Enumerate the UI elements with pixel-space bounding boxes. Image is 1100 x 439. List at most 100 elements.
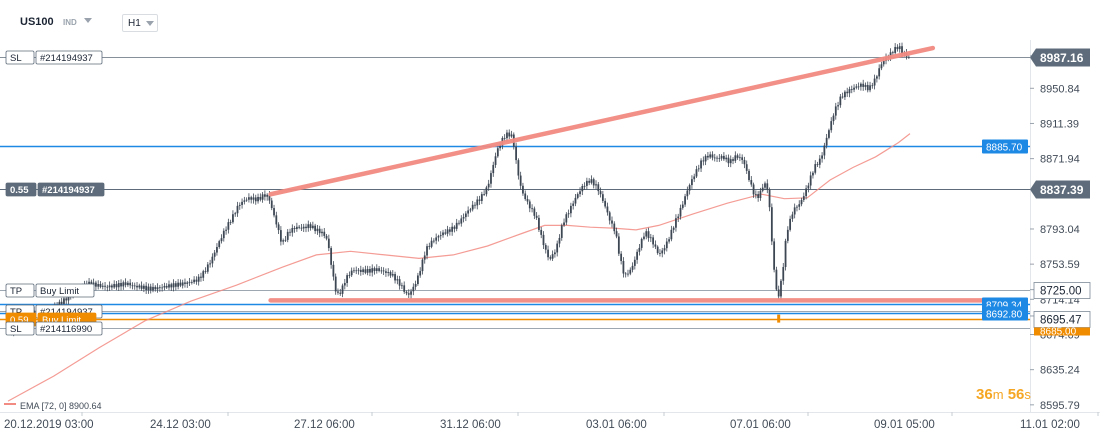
- candle-body: [544, 245, 547, 250]
- candle-body: [138, 285, 141, 288]
- candle-body: [574, 197, 577, 204]
- candle-body: [526, 199, 529, 202]
- candle-body: [569, 205, 572, 214]
- candle-body: [58, 301, 61, 307]
- candle-body: [816, 164, 819, 165]
- tp-buy-limit-price-tag[interactable]: [1033, 282, 1091, 299]
- candle-body: [894, 46, 897, 53]
- candle-body: [898, 46, 901, 50]
- candle-body: [542, 234, 545, 246]
- sl-upper-price-tag[interactable]: [1030, 48, 1090, 67]
- sl-lower-tag-box[interactable]: [5, 321, 35, 336]
- candle-body: [67, 295, 70, 301]
- candle-body: [853, 87, 855, 90]
- candle-body: [446, 229, 449, 234]
- candle-body: [624, 273, 627, 275]
- candle-body: [882, 60, 885, 65]
- candle-body: [798, 204, 801, 207]
- candle-body: [275, 215, 278, 225]
- candle-body: [864, 84, 867, 87]
- candle-body: [672, 227, 675, 230]
- candle-body: [161, 287, 164, 289]
- candle-body: [286, 231, 289, 240]
- candle-body: [720, 155, 723, 159]
- candle-body: [334, 276, 337, 292]
- candle-body: [403, 285, 406, 292]
- blue-upper-price-tag[interactable]: [982, 139, 1028, 154]
- candle-body: [823, 145, 826, 156]
- candle-body: [117, 282, 120, 288]
- candle-body: [592, 179, 595, 186]
- candle-body: [126, 282, 129, 286]
- candle-body: [172, 283, 175, 288]
- current-tag-box[interactable]: [5, 182, 37, 197]
- candle-body: [585, 180, 588, 186]
- symbol-name[interactable]: US100: [20, 16, 54, 28]
- timeframe-dropdown-icon[interactable]: [146, 21, 154, 26]
- candle-body: [238, 204, 241, 206]
- x-tick-label: 24.12 03:00: [150, 419, 211, 431]
- candle-body: [590, 179, 593, 183]
- y-tick-label: 8595.79: [1040, 400, 1080, 412]
- current-price-tag[interactable]: [1030, 180, 1090, 199]
- tp-second-tag-label: #214194937: [40, 307, 93, 318]
- candle-body: [350, 270, 353, 276]
- candle-body: [268, 194, 271, 201]
- candle-body: [695, 169, 698, 177]
- candle-body: [314, 225, 317, 232]
- countdown-minutes-unit: m: [992, 387, 1004, 402]
- tp-buy-limit-tag-box[interactable]: [5, 283, 35, 298]
- order-marker-icon[interactable]: [777, 314, 781, 323]
- candle-body: [378, 268, 380, 271]
- candle-body: [837, 105, 839, 107]
- tp-second-tag-label: TP: [10, 307, 22, 318]
- tp-buy-limit-tag-box[interactable]: [35, 283, 95, 298]
- candle-body: [617, 236, 620, 254]
- candle-body: [410, 291, 412, 295]
- candle-body: [234, 213, 237, 215]
- candle-body: [741, 157, 744, 160]
- candle-body: [273, 208, 275, 216]
- sl-upper-tag-box[interactable]: [35, 50, 103, 65]
- candle-body: [432, 240, 435, 242]
- sl-upper-price-label: 8987.16: [1040, 51, 1084, 65]
- candle-body: [133, 285, 136, 287]
- candle-body: [60, 301, 63, 304]
- candle-body: [364, 269, 367, 273]
- candle-body: [321, 231, 323, 234]
- candle-body: [302, 226, 305, 229]
- candle-body: [202, 271, 205, 278]
- candle-body: [754, 194, 757, 195]
- candle-body: [848, 89, 851, 94]
- sl-upper-tag-box[interactable]: [5, 50, 35, 65]
- candle-body: [713, 157, 716, 159]
- candle-body: [95, 282, 97, 287]
- timeframe-select[interactable]: H1: [122, 14, 158, 32]
- candle-body: [841, 96, 844, 98]
- candle-body: [337, 291, 339, 293]
- candle-body: [871, 85, 874, 87]
- candle-body: [120, 282, 122, 287]
- candle-countdown: 36m 56s: [976, 386, 1031, 403]
- candle-body: [896, 46, 899, 50]
- symbol-category: IND: [63, 18, 77, 27]
- candle-body: [401, 285, 403, 287]
- candle-body: [394, 274, 396, 281]
- symbol-dropdown-icon[interactable]: [84, 18, 92, 23]
- candle-body: [357, 269, 360, 271]
- candle-body: [558, 237, 561, 244]
- candle-body: [163, 285, 166, 288]
- blue-lower-price-tag[interactable]: [982, 306, 1028, 321]
- current-tag-box[interactable]: [37, 182, 105, 197]
- candle-body: [291, 228, 294, 233]
- chart-toolbar: US100 IND H1: [0, 0, 1100, 40]
- candle-body: [442, 232, 444, 236]
- ema-legend[interactable]: EMA [72, 0] 8900.64: [4, 401, 102, 411]
- candle-body: [259, 196, 262, 200]
- candle-body: [496, 148, 499, 157]
- candle-body: [152, 286, 154, 291]
- trendline-1[interactable]: [268, 45, 936, 197]
- sl-lower-tag-box[interactable]: [35, 321, 103, 336]
- candle-body: [907, 56, 910, 58]
